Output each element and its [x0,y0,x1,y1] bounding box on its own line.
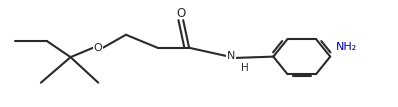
Text: N: N [227,51,235,61]
Text: H: H [241,63,249,73]
Text: O: O [177,7,186,20]
Text: NH₂: NH₂ [336,42,357,52]
Text: O: O [94,43,103,53]
